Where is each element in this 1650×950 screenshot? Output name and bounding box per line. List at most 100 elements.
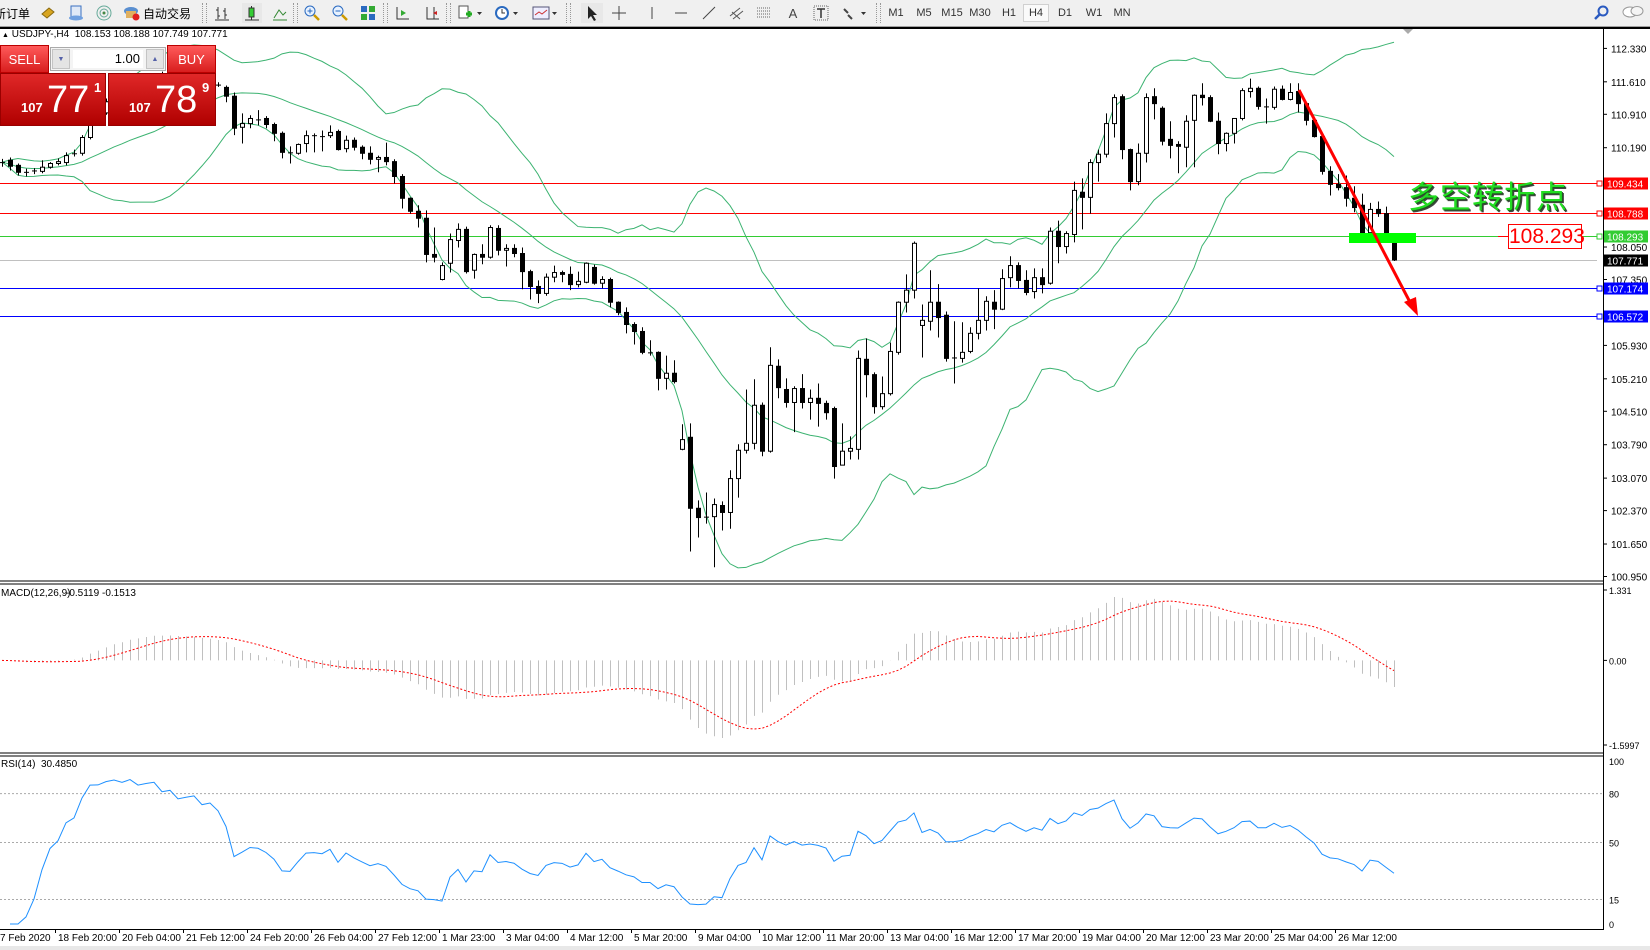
candle[interactable] (40, 160, 45, 174)
candlestick-chart-icon[interactable] (242, 3, 262, 23)
candle[interactable] (496, 225, 501, 256)
candle[interactable] (520, 247, 525, 290)
search-icon[interactable] (1592, 3, 1612, 23)
arrows-button[interactable] (840, 3, 870, 23)
candle[interactable] (432, 227, 437, 263)
candle[interactable] (1280, 85, 1285, 101)
buy-button[interactable]: BUY (167, 45, 216, 73)
candle[interactable] (400, 174, 405, 209)
candle[interactable] (856, 350, 861, 460)
timeframe-m30[interactable]: M30 (969, 7, 991, 19)
candle[interactable] (1264, 98, 1269, 124)
candle[interactable] (776, 359, 781, 399)
candle[interactable] (952, 321, 957, 384)
candle[interactable] (632, 322, 637, 345)
templates-button[interactable] (530, 3, 560, 23)
candle[interactable] (1080, 178, 1085, 230)
zoom-in-icon[interactable] (302, 3, 322, 23)
candle[interactable] (352, 137, 357, 151)
candle[interactable] (536, 280, 541, 304)
candle[interactable] (912, 241, 917, 299)
candle[interactable] (80, 135, 85, 156)
candle[interactable] (624, 307, 629, 334)
candle[interactable] (664, 355, 669, 390)
candle[interactable] (1200, 83, 1205, 106)
candle[interactable] (680, 424, 685, 451)
candle[interactable] (896, 301, 901, 355)
candle[interactable] (32, 168, 37, 175)
candle[interactable] (568, 266, 573, 291)
level-line-handle[interactable] (1596, 210, 1603, 217)
candle[interactable] (736, 444, 741, 498)
candle[interactable] (528, 269, 533, 300)
candle[interactable] (1112, 94, 1117, 138)
candle[interactable] (1136, 143, 1141, 186)
candle[interactable] (1128, 148, 1133, 191)
candle[interactable] (248, 115, 253, 129)
annotation-price-label[interactable]: 108.293 (1508, 224, 1585, 249)
candle[interactable] (1048, 227, 1053, 285)
trend-arrow-line[interactable] (1297, 89, 1414, 307)
candle[interactable] (488, 225, 493, 259)
candle[interactable] (456, 223, 461, 248)
candle[interactable] (792, 386, 797, 433)
auto-scroll-icon[interactable] (392, 3, 412, 23)
candle[interactable] (544, 273, 549, 296)
candle[interactable] (56, 158, 61, 166)
text-label-icon[interactable] (811, 3, 831, 23)
candle[interactable] (1120, 94, 1125, 160)
indicators-button[interactable] (455, 3, 485, 23)
candle[interactable] (1024, 270, 1029, 296)
candle[interactable] (1040, 268, 1045, 294)
candle[interactable] (24, 168, 29, 177)
cursor-icon[interactable] (581, 3, 603, 23)
new-order-button[interactable]: 新订单 (0, 3, 33, 23)
candle[interactable] (920, 304, 925, 358)
candle[interactable] (760, 402, 765, 457)
candle[interactable] (1152, 88, 1157, 120)
crosshair-icon[interactable] (609, 3, 629, 23)
candle[interactable] (1064, 231, 1069, 254)
trendline-icon[interactable] (699, 3, 719, 23)
candle[interactable] (64, 152, 69, 166)
level-line-handle[interactable] (1596, 180, 1603, 187)
candle[interactable] (48, 162, 53, 169)
candle[interactable] (1240, 88, 1245, 121)
candle[interactable] (344, 135, 349, 153)
candle[interactable] (864, 338, 869, 398)
candle[interactable] (928, 270, 933, 331)
timeframe-mn[interactable]: MN (1113, 7, 1131, 19)
candle[interactable] (424, 210, 429, 263)
candle[interactable] (264, 116, 269, 129)
candle[interactable] (976, 288, 981, 340)
candle[interactable] (824, 400, 829, 420)
candle[interactable] (416, 205, 421, 228)
candle[interactable] (16, 163, 21, 176)
candle[interactable] (712, 498, 717, 568)
periodicity-button[interactable] (492, 3, 522, 23)
candle[interactable] (1192, 94, 1197, 168)
candle[interactable] (1288, 83, 1293, 101)
line-chart-icon[interactable] (270, 3, 290, 23)
zoom-out-icon[interactable] (330, 3, 350, 23)
candle[interactable] (808, 389, 813, 420)
candle[interactable] (672, 360, 677, 384)
lot-size-input[interactable]: 1.00 (73, 50, 143, 68)
candle[interactable] (472, 253, 477, 279)
candle[interactable] (888, 342, 893, 396)
candle[interactable] (1144, 93, 1149, 163)
candle[interactable] (376, 155, 381, 173)
candle[interactable] (360, 145, 365, 160)
history-eraser-icon[interactable] (38, 3, 58, 23)
signals-icon[interactable] (94, 3, 114, 23)
candle[interactable] (72, 149, 77, 157)
strategy-tester-icon[interactable] (66, 3, 86, 23)
candle[interactable] (872, 372, 877, 414)
candle[interactable] (1392, 240, 1397, 261)
lot-decrease-button[interactable]: ▼ (52, 49, 70, 69)
equidistant-channel-icon[interactable] (727, 3, 747, 23)
candle[interactable] (1096, 149, 1101, 182)
candle[interactable] (392, 159, 397, 184)
candle[interactable] (696, 500, 701, 538)
candle[interactable] (216, 82, 221, 87)
